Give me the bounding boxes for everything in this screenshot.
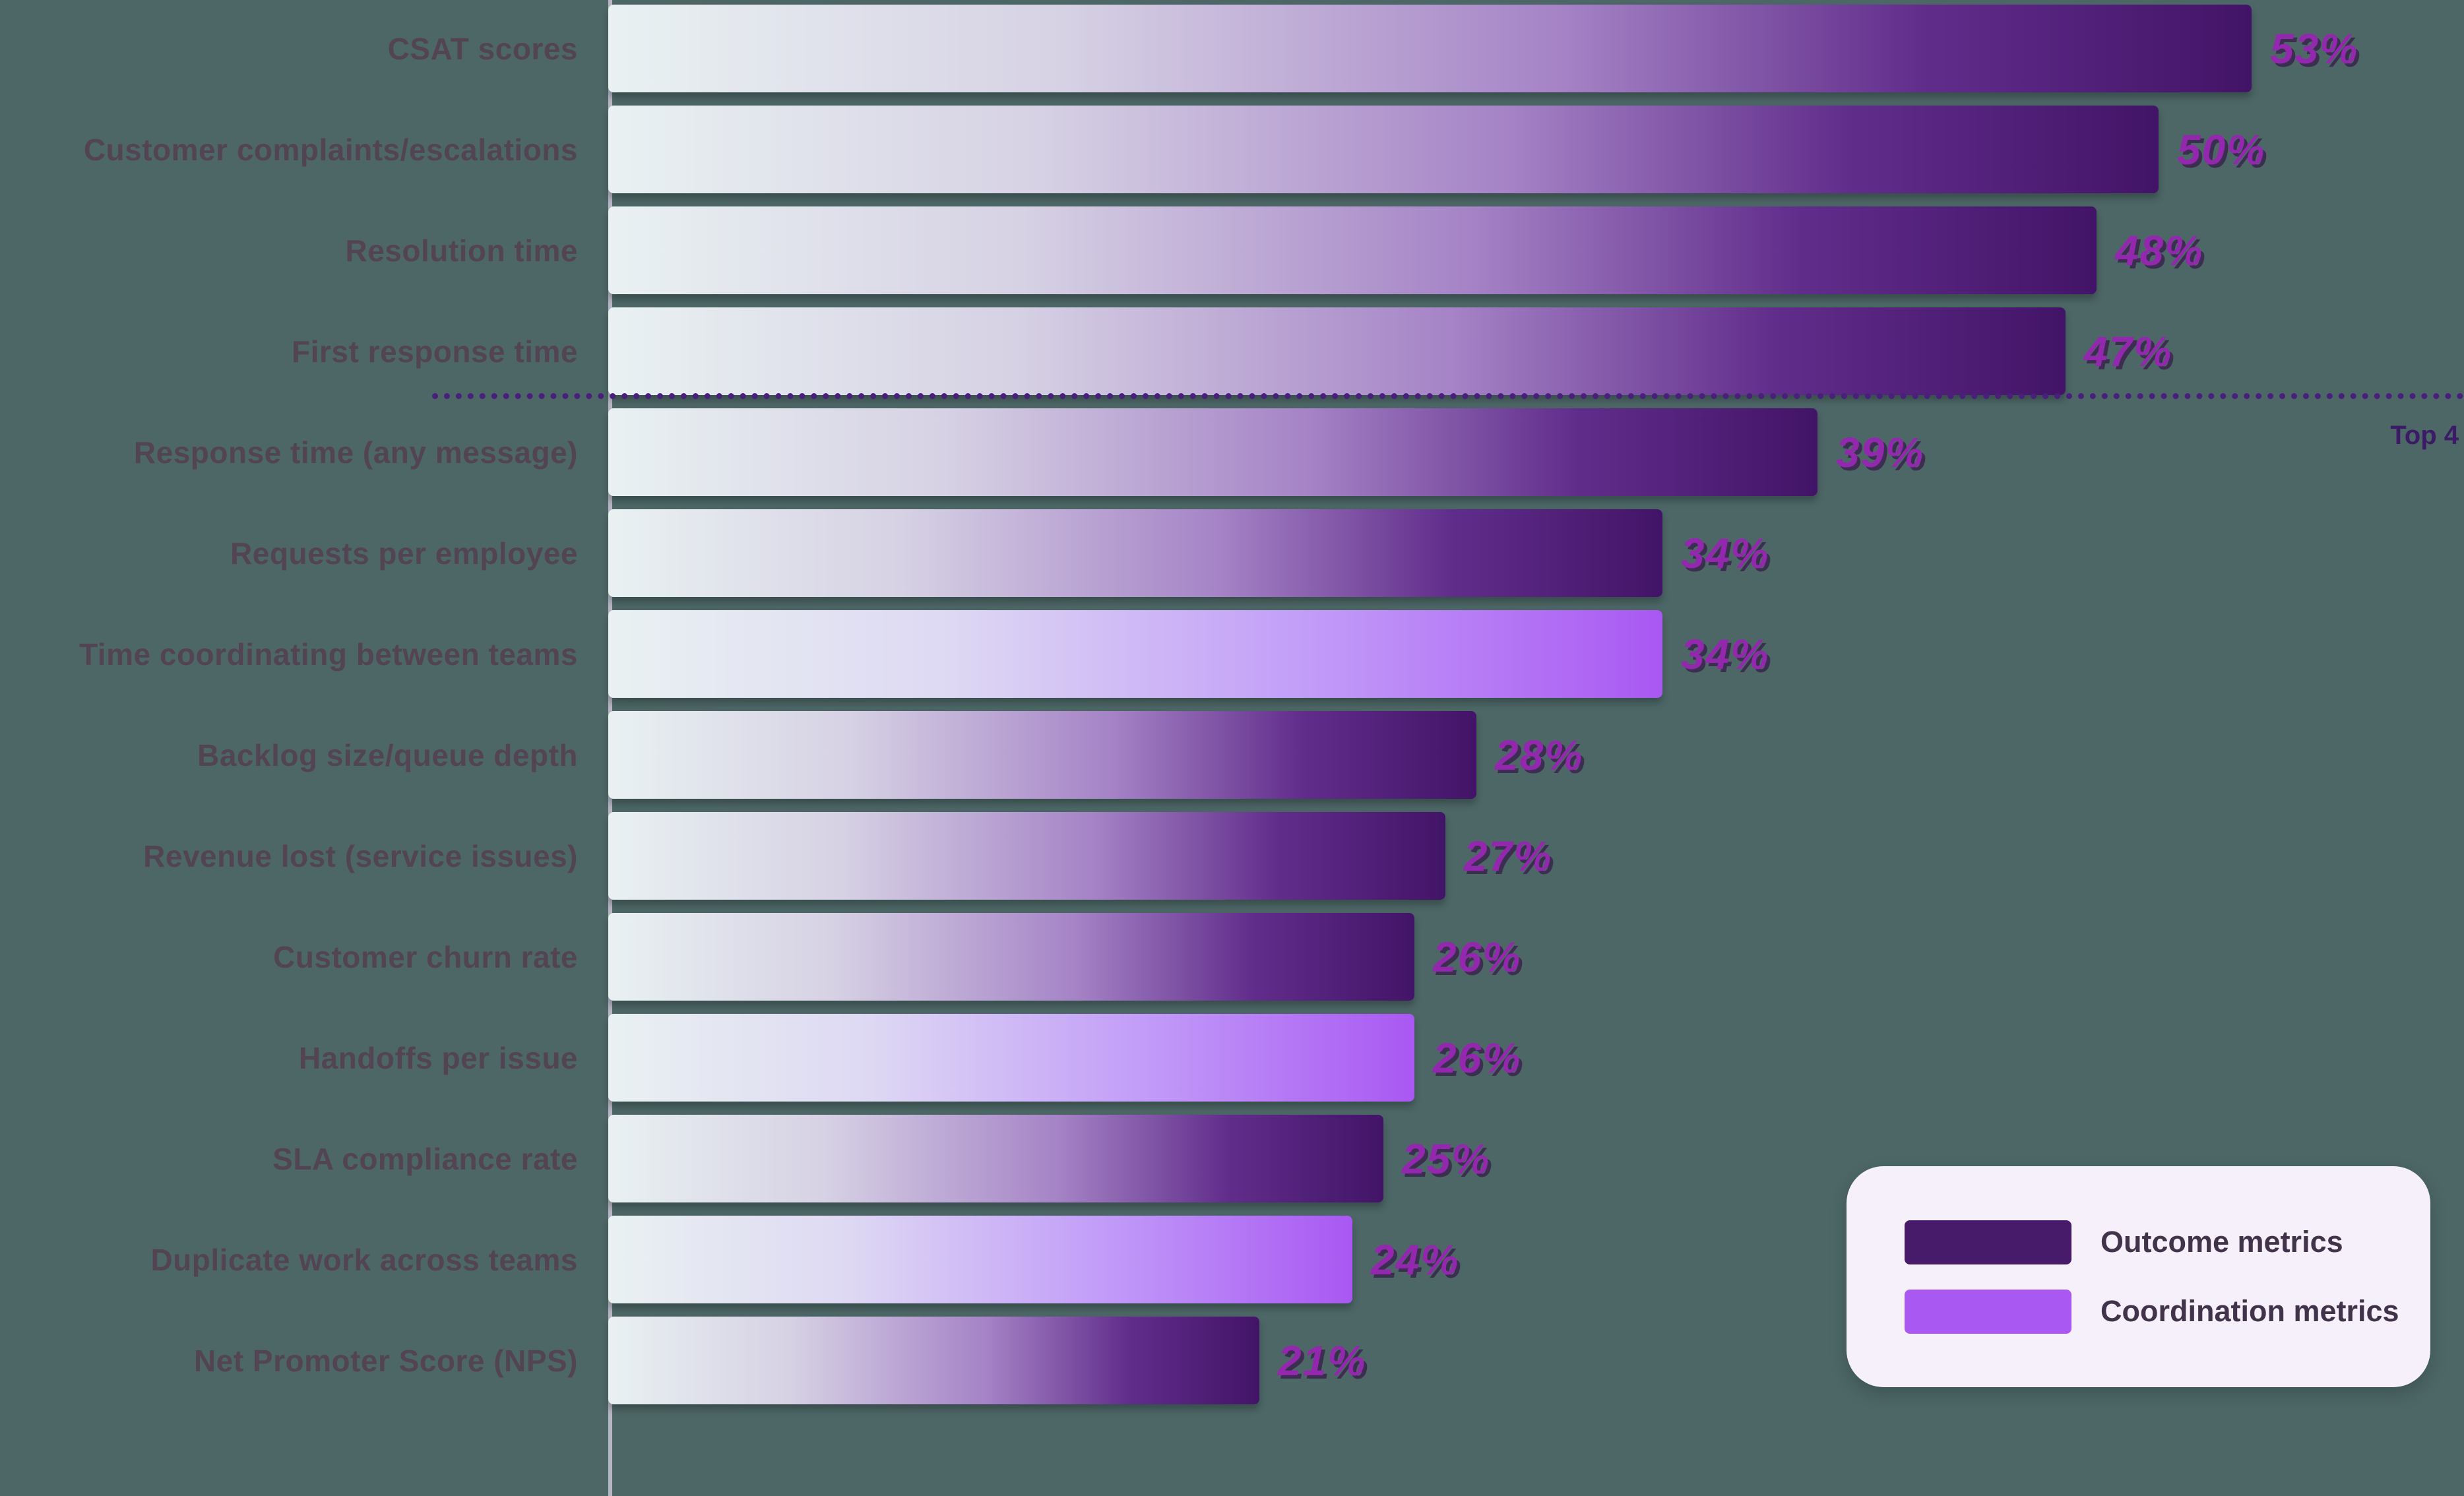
bar-outcome bbox=[608, 106, 2159, 193]
value-label: 21% bbox=[1278, 1336, 1367, 1385]
bar-row: Response time (any message) 39% bbox=[0, 408, 2464, 496]
value-label: 27% bbox=[1464, 832, 1553, 880]
bar-coordination bbox=[608, 610, 1662, 698]
legend-label-coordination: Coordination metrics bbox=[2101, 1294, 2399, 1328]
legend-label-outcome: Outcome metrics bbox=[2101, 1225, 2343, 1259]
bar-row: Customer churn rate 26% bbox=[0, 913, 2464, 1001]
bar-outcome bbox=[608, 509, 1662, 597]
bar-outcome bbox=[608, 1317, 1259, 1404]
bar-row: Time coordinating between teams 34% bbox=[0, 610, 2464, 698]
bar-outcome bbox=[608, 711, 1476, 799]
legend: Outcome metrics Coordination metrics bbox=[1847, 1166, 2430, 1387]
bar-row: Revenue lost (service issues) 27% bbox=[0, 812, 2464, 900]
category-label: Requests per employee bbox=[230, 536, 578, 571]
bar-row: Handoffs per issue 26% bbox=[0, 1014, 2464, 1102]
bar-row: SLA compliance rate 25% bbox=[0, 1115, 2464, 1202]
bar-outcome bbox=[608, 408, 1817, 496]
bar-row: Requests per employee 34% bbox=[0, 509, 2464, 597]
value-label: 50% bbox=[2177, 125, 2266, 173]
category-label: Backlog size/queue depth bbox=[197, 737, 578, 772]
value-label: 25% bbox=[1402, 1135, 1491, 1183]
value-label: 47% bbox=[2084, 327, 2173, 375]
top4-divider-line bbox=[432, 393, 2464, 399]
category-label: Net Promoter Score (NPS) bbox=[193, 1343, 578, 1378]
category-label: Customer complaints/escalations bbox=[83, 132, 578, 167]
bar-outcome bbox=[608, 812, 1445, 900]
outcome-swatch bbox=[1905, 1220, 2071, 1264]
legend-item-coordination: Coordination metrics bbox=[1905, 1289, 2430, 1334]
bar-row: Backlog size/queue depth 28% bbox=[0, 711, 2464, 799]
value-label: 48% bbox=[2115, 226, 2204, 274]
coordination-swatch bbox=[1905, 1289, 2071, 1334]
category-label: Revenue lost (service issues) bbox=[143, 838, 578, 873]
value-label: 26% bbox=[1433, 933, 1522, 981]
bar-outcome bbox=[608, 913, 1414, 1001]
value-label: 26% bbox=[1433, 1034, 1522, 1082]
value-label: 53% bbox=[2270, 24, 2359, 73]
legend-item-outcome: Outcome metrics bbox=[1905, 1220, 2430, 1264]
value-label: 34% bbox=[1681, 529, 1770, 577]
bar-row: Net Promoter Score (NPS) 21% bbox=[0, 1317, 2464, 1404]
category-label: Duplicate work across teams bbox=[150, 1242, 578, 1277]
bar-row: Customer complaints/escalations 50% bbox=[0, 106, 2464, 193]
value-label: 28% bbox=[1495, 731, 1584, 779]
bar-outcome bbox=[608, 1115, 1383, 1202]
value-label: 34% bbox=[1681, 630, 1770, 678]
bar-outcome bbox=[608, 307, 2066, 395]
bar-coordination bbox=[608, 1014, 1414, 1102]
category-label: Customer churn rate bbox=[273, 939, 578, 974]
bar-outcome bbox=[608, 206, 2097, 294]
value-label: 39% bbox=[1836, 428, 1925, 476]
top4-annotation: Top 4 bbox=[2390, 421, 2459, 450]
category-label: Time coordinating between teams bbox=[79, 637, 578, 671]
category-label: Response time (any message) bbox=[133, 435, 578, 470]
category-label: First response time bbox=[292, 334, 578, 369]
bar-coordination bbox=[608, 1216, 1352, 1303]
category-label: CSAT scores bbox=[387, 31, 578, 66]
category-label: Resolution time bbox=[345, 233, 578, 268]
category-label: SLA compliance rate bbox=[272, 1141, 578, 1176]
value-label: 24% bbox=[1371, 1235, 1460, 1284]
bar-row: Duplicate work across teams 24% bbox=[0, 1216, 2464, 1303]
bar-row: First response time 47% bbox=[0, 307, 2464, 395]
category-label: Handoffs per issue bbox=[298, 1040, 578, 1075]
bar-outcome bbox=[608, 5, 2252, 92]
bar-row: CSAT scores 53% bbox=[0, 5, 2464, 92]
bar-row: Resolution time 48% bbox=[0, 206, 2464, 294]
